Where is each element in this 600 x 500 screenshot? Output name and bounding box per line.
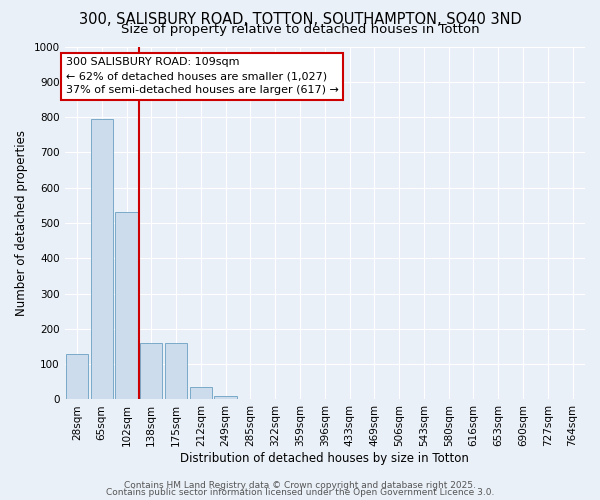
- Bar: [165, 343, 187, 400]
- Bar: [91, 119, 113, 400]
- Text: 300, SALISBURY ROAD, TOTTON, SOUTHAMPTON, SO40 3ND: 300, SALISBURY ROAD, TOTTON, SOUTHAMPTON…: [79, 12, 521, 28]
- X-axis label: Distribution of detached houses by size in Totton: Distribution of detached houses by size …: [181, 452, 469, 465]
- Bar: [190, 387, 212, 400]
- Text: Size of property relative to detached houses in Totton: Size of property relative to detached ho…: [121, 22, 479, 36]
- Bar: [140, 343, 163, 400]
- Text: Contains public sector information licensed under the Open Government Licence 3.: Contains public sector information licen…: [106, 488, 494, 497]
- Bar: [66, 354, 88, 400]
- Bar: [214, 396, 237, 400]
- Bar: [115, 212, 137, 400]
- Text: Contains HM Land Registry data © Crown copyright and database right 2025.: Contains HM Land Registry data © Crown c…: [124, 480, 476, 490]
- Y-axis label: Number of detached properties: Number of detached properties: [15, 130, 28, 316]
- Text: 300 SALISBURY ROAD: 109sqm
← 62% of detached houses are smaller (1,027)
37% of s: 300 SALISBURY ROAD: 109sqm ← 62% of deta…: [66, 57, 338, 95]
